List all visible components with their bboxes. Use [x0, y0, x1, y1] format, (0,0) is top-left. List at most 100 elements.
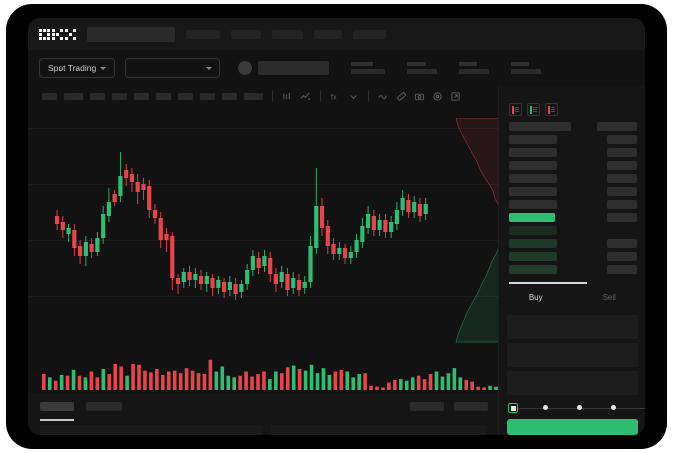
tab-sell[interactable]: Sell: [602, 292, 616, 302]
orderbook-ask-row-price: [509, 148, 557, 157]
trading-pair-select[interactable]: [125, 58, 221, 78]
orderbook-ask-row[interactable]: [499, 148, 645, 157]
line-chart-icon[interactable]: [300, 91, 311, 102]
camera-icon[interactable]: [414, 91, 425, 102]
slider-stop-100[interactable]: [644, 405, 645, 410]
orderbook-current-price-row[interactable]: [499, 213, 645, 222]
interval-1w[interactable]: [200, 92, 215, 100]
orderbook-ask-row[interactable]: [499, 122, 645, 131]
orderbook-rows[interactable]: [499, 122, 645, 278]
orderbook-bid-row[interactable]: [499, 226, 645, 235]
ruler-icon[interactable]: [396, 91, 407, 102]
slider-stop-25[interactable]: [542, 405, 548, 410]
interval-more[interactable]: [244, 92, 263, 100]
volume-bar-38: [268, 379, 272, 390]
interval-1d[interactable]: [178, 92, 193, 100]
tab-buy[interactable]: Buy: [528, 292, 543, 302]
okx-logo-k-glyph: [52, 28, 63, 40]
volume-bar-15: [131, 363, 135, 390]
orderbook-bid-row-price: [509, 265, 557, 274]
candle-18: [158, 218, 163, 240]
price-chart[interactable]: [28, 106, 498, 338]
bottom-panel-left[interactable]: [40, 425, 262, 435]
candle-25: [198, 276, 204, 284]
candle-58: [389, 222, 394, 232]
candle-60: [400, 198, 405, 210]
spot-trading-dropdown[interactable]: Spot Trading: [39, 58, 116, 78]
volume-bar-56: [375, 386, 379, 390]
candle-33: [245, 270, 250, 284]
volume-bar-41: [285, 367, 290, 390]
toolbar-divider: [320, 91, 321, 101]
orderbook-mode-bids-icon[interactable]: [527, 103, 540, 116]
bottom-panel-right[interactable]: [271, 425, 486, 435]
fullscreen-icon[interactable]: [450, 91, 461, 102]
candlestick-series: [54, 152, 428, 300]
stat-24h-volume-value: [511, 69, 542, 74]
candle-12: [124, 170, 129, 178]
nav-item-2[interactable]: [231, 29, 261, 39]
volume-bar-58: [387, 382, 391, 390]
nav-item-4[interactable]: [314, 29, 342, 39]
tab-assets[interactable]: [454, 402, 488, 411]
orderbook-ask-row[interactable]: [499, 161, 645, 170]
orders-right-tab-list[interactable]: [410, 402, 488, 411]
search-input[interactable]: [87, 26, 175, 42]
volume-bar-33: [238, 375, 242, 390]
nav-item-5[interactable]: [353, 29, 386, 39]
tab-positions[interactable]: [410, 402, 444, 411]
orderbook-mode-switch[interactable]: [509, 103, 558, 116]
slider-stop-75[interactable]: [610, 405, 616, 410]
orderbook-ask-row-amount: [607, 200, 637, 209]
indicators-icon[interactable]: fx: [330, 91, 341, 102]
order-percent-slider[interactable]: [507, 403, 645, 413]
orders-tab-list[interactable]: [40, 402, 122, 411]
order-total-field[interactable]: [507, 371, 638, 395]
volume-bar-29: [214, 371, 219, 390]
interval-1mo[interactable]: [222, 92, 237, 100]
chart-style-chevron-icon[interactable]: [348, 91, 359, 102]
candlestick-chart-icon[interactable]: [282, 91, 293, 102]
orderbook-bid-row[interactable]: [499, 252, 645, 261]
orderbook-ask-row[interactable]: [499, 200, 645, 209]
nav-item-3[interactable]: [272, 29, 303, 39]
orderbook-bid-row[interactable]: [499, 265, 645, 274]
volume-bar-57: [381, 387, 385, 390]
orderbook-ask-row[interactable]: [499, 174, 645, 183]
tab-open-orders[interactable]: [40, 402, 74, 411]
interval-1m[interactable]: [42, 92, 57, 100]
tab-order-history[interactable]: [86, 402, 122, 411]
interval-15m[interactable]: [90, 92, 105, 100]
interval-selector[interactable]: [42, 92, 263, 100]
orderbook-mode-asks-icon[interactable]: [545, 103, 558, 116]
candle-26: [204, 276, 209, 284]
candle-10: [112, 194, 117, 202]
orderbook-ask-row[interactable]: [499, 187, 645, 196]
interval-1h[interactable]: [134, 92, 149, 100]
order-amount-field[interactable]: [507, 343, 638, 367]
candle-63: [417, 204, 423, 216]
svg-text:fx: fx: [331, 92, 337, 101]
wave-chart-icon[interactable]: [378, 91, 389, 102]
spot-trading-label: Spot Trading: [48, 63, 97, 73]
slider-handle[interactable]: [508, 403, 518, 413]
interval-30m[interactable]: [112, 92, 127, 100]
interval-4h[interactable]: [156, 92, 171, 100]
orderbook-bid-row[interactable]: [499, 239, 645, 248]
okx-logo[interactable]: [39, 28, 76, 40]
candle-1: [60, 222, 65, 230]
order-price-field[interactable]: [507, 315, 638, 339]
slider-stop-50[interactable]: [576, 405, 582, 410]
volume-bar-22: [172, 370, 177, 390]
buy-sell-tabs[interactable]: Buy Sell: [499, 285, 645, 309]
orderbook-mode-both-icon[interactable]: [509, 103, 522, 116]
orderbook-ask-row[interactable]: [499, 135, 645, 144]
submit-buy-button[interactable]: [507, 419, 638, 435]
settings-gear-icon[interactable]: [432, 91, 443, 102]
volume-bar-60: [399, 379, 403, 390]
orderbook-ask-row-amount: [607, 148, 637, 157]
interval-5m[interactable]: [64, 92, 83, 100]
nav-item-1[interactable]: [186, 29, 220, 39]
volume-bar-20: [161, 374, 165, 390]
volume-bar-3: [59, 374, 64, 390]
